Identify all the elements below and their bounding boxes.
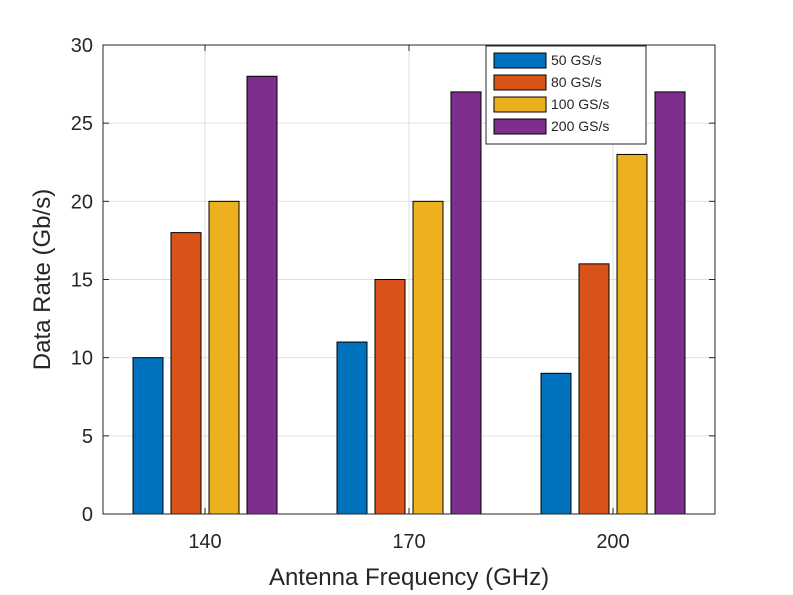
y-tick-label: 10 bbox=[71, 348, 93, 370]
bar bbox=[412, 200, 444, 515]
legend-label: 50 GS/s bbox=[551, 52, 602, 68]
bars bbox=[132, 75, 686, 515]
bar bbox=[246, 75, 278, 515]
x-tick-label: 140 bbox=[188, 531, 221, 553]
bar bbox=[170, 232, 202, 515]
legend-label: 80 GS/s bbox=[551, 74, 602, 90]
x-tick-label: 170 bbox=[392, 531, 425, 553]
bar bbox=[578, 263, 610, 515]
bar bbox=[208, 200, 240, 515]
y-tick-label: 0 bbox=[82, 504, 93, 526]
legend-swatch bbox=[493, 118, 547, 135]
bar bbox=[540, 372, 572, 515]
legend-label: 200 GS/s bbox=[551, 118, 609, 134]
bar bbox=[336, 341, 368, 515]
bar bbox=[616, 153, 648, 515]
y-tick-label: 30 bbox=[71, 35, 93, 57]
y-axis-label: Data Rate (Gb/s) bbox=[29, 189, 56, 370]
legend-swatch bbox=[493, 96, 547, 113]
bar bbox=[374, 279, 406, 515]
y-tick-label: 5 bbox=[82, 426, 93, 448]
legend-swatch bbox=[493, 52, 547, 69]
x-tick-label: 200 bbox=[596, 531, 629, 553]
y-tick-label: 20 bbox=[71, 191, 93, 213]
bar bbox=[132, 357, 164, 515]
bar bbox=[450, 91, 482, 515]
x-axis-label: Antenna Frequency (GHz) bbox=[269, 564, 549, 591]
bar bbox=[654, 91, 686, 515]
legend-label: 100 GS/s bbox=[551, 96, 609, 112]
axis-ticks: 0 5 10 15 20 25 30 140 170 200 bbox=[71, 35, 715, 553]
legend-swatch bbox=[493, 74, 547, 91]
y-tick-label: 25 bbox=[71, 113, 93, 135]
y-tick-label: 15 bbox=[71, 270, 93, 292]
legend: 50 GS/s 80 GS/s 100 GS/s 200 GS/s bbox=[485, 45, 647, 145]
